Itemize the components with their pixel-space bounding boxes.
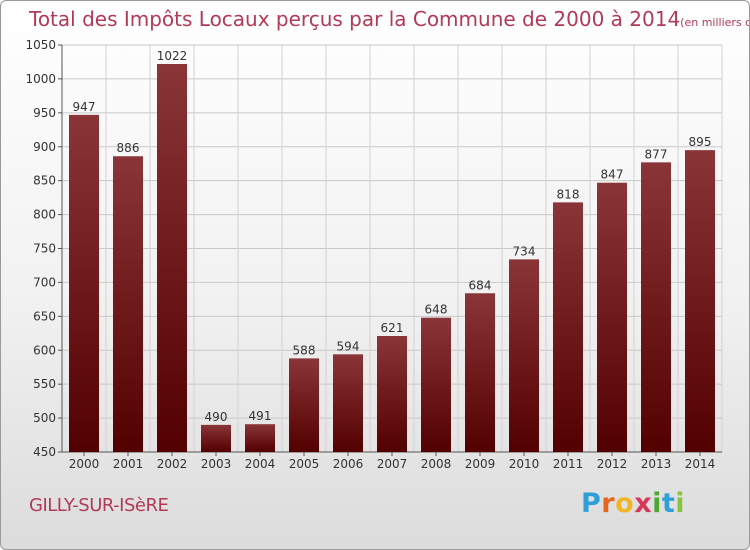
bar — [553, 202, 583, 452]
bar — [69, 114, 99, 452]
data-label: 491 — [249, 409, 272, 423]
bar — [685, 150, 715, 452]
data-label: 734 — [513, 244, 536, 258]
x-tick-label: 2012 — [597, 457, 628, 471]
chart-title: Total des Impôts Locaux perçus par la Co… — [29, 7, 749, 31]
x-tick-label: 2013 — [641, 457, 672, 471]
y-tick-label: 800 — [33, 208, 56, 222]
x-tick-label: 2001 — [113, 457, 144, 471]
x-tick-label: 2003 — [201, 457, 232, 471]
data-label: 847 — [601, 168, 624, 182]
data-label: 490 — [205, 410, 228, 424]
bar — [113, 156, 143, 452]
x-tick-label: 2014 — [685, 457, 716, 471]
x-tick-label: 2011 — [553, 457, 584, 471]
y-tick-label: 950 — [33, 106, 56, 120]
y-tick-label: 550 — [33, 377, 56, 391]
y-tick-label: 600 — [33, 343, 56, 357]
y-tick-label: 850 — [33, 174, 56, 188]
data-label: 684 — [469, 278, 492, 292]
commune-name: GILLY-SUR-ISèRE — [29, 495, 169, 516]
data-label: 877 — [645, 147, 668, 161]
bar — [333, 354, 363, 452]
bar — [597, 182, 627, 452]
x-tick-label: 2002 — [157, 457, 188, 471]
unit-label: (en milliers d'€) — [680, 16, 749, 29]
y-tick-label: 650 — [33, 309, 56, 323]
data-label: 886 — [117, 141, 140, 155]
bar — [465, 293, 495, 452]
bar — [289, 358, 319, 452]
bar — [245, 424, 275, 452]
x-tick-label: 2010 — [509, 457, 540, 471]
data-label: 1022 — [157, 49, 188, 63]
x-tick-label: 2009 — [465, 457, 496, 471]
x-tick-label: 2005 — [289, 457, 320, 471]
data-label: 947 — [73, 100, 96, 114]
data-label: 648 — [425, 303, 448, 317]
y-tick-label: 450 — [33, 445, 56, 459]
bar — [377, 336, 407, 452]
y-tick-label: 1050 — [25, 38, 56, 52]
data-label: 895 — [689, 135, 712, 149]
x-tick-label: 2000 — [69, 457, 100, 471]
x-tick-label: 2006 — [333, 457, 364, 471]
bar — [157, 63, 187, 452]
y-tick-label: 900 — [33, 140, 56, 154]
x-tick-label: 2007 — [377, 457, 408, 471]
bar — [509, 259, 539, 452]
data-label: 594 — [337, 339, 360, 353]
y-tick-label: 500 — [33, 411, 56, 425]
x-tick-label: 2008 — [421, 457, 452, 471]
data-label: 818 — [557, 187, 580, 201]
y-tick-label: 750 — [33, 242, 56, 256]
y-tick-label: 1000 — [25, 72, 56, 86]
proxiti-logo[interactable]: Proxiti — [581, 488, 686, 519]
data-label: 588 — [293, 343, 316, 357]
data-label: 621 — [381, 321, 404, 335]
bar — [641, 162, 671, 452]
y-tick-label: 700 — [33, 275, 56, 289]
bar — [201, 424, 231, 452]
bar — [421, 317, 451, 452]
x-tick-label: 2004 — [245, 457, 276, 471]
